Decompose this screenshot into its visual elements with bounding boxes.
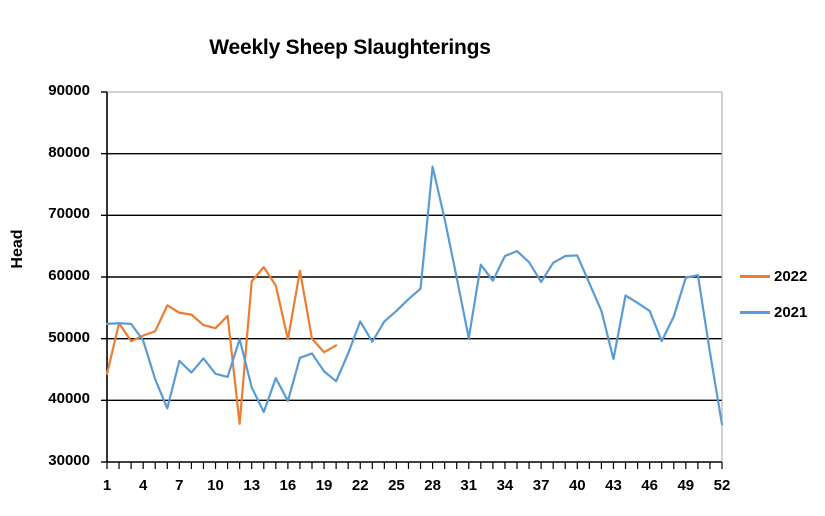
x-tick-label: 13 [243,477,261,494]
legend-item-2021[interactable]: 2021 [740,294,807,330]
legend-label: 2022 [774,267,808,285]
x-tick-label: 4 [139,477,148,494]
y-tick-label: 50000 [48,328,90,346]
chart-title: Weekly Sheep Slaughterings [209,36,491,59]
legend-swatch-icon [740,274,770,278]
y-tick-label: 90000 [48,82,90,99]
series-line-2021 [105,165,724,426]
legend-swatch-icon [740,310,770,314]
chart-legend: 2022 2021 [740,258,807,330]
x-tick-label: 7 [175,477,184,494]
y-tick-label: 80000 [48,143,90,161]
x-tick-label: 40 [568,477,586,494]
x-tick-label: 22 [351,477,369,494]
x-tick-label: 25 [388,477,405,494]
x-tick-label: 31 [460,477,478,494]
x-tick-label: 10 [207,477,224,494]
x-tick-label: 46 [641,477,658,494]
x-tick-label: 19 [315,477,333,494]
x-tick-label: 34 [496,477,514,494]
x-tick-label: 28 [424,477,441,494]
x-tick-label: 43 [605,477,622,494]
x-tick-label: 52 [713,477,731,494]
y-tick-label: 30000 [48,452,90,469]
x-tick-label: 49 [677,477,695,494]
x-tick-label: 37 [532,477,550,494]
x-tick-label: 1 [102,477,112,494]
y-tick-label: 40000 [48,390,90,408]
series-line-2022 [105,266,338,425]
legend-item-2022[interactable]: 2022 [740,258,807,294]
legend-label: 2021 [774,303,808,321]
x-tick-label: 16 [279,477,297,494]
y-tick-label: 70000 [48,205,90,223]
y-tick-label: 60000 [48,267,90,284]
